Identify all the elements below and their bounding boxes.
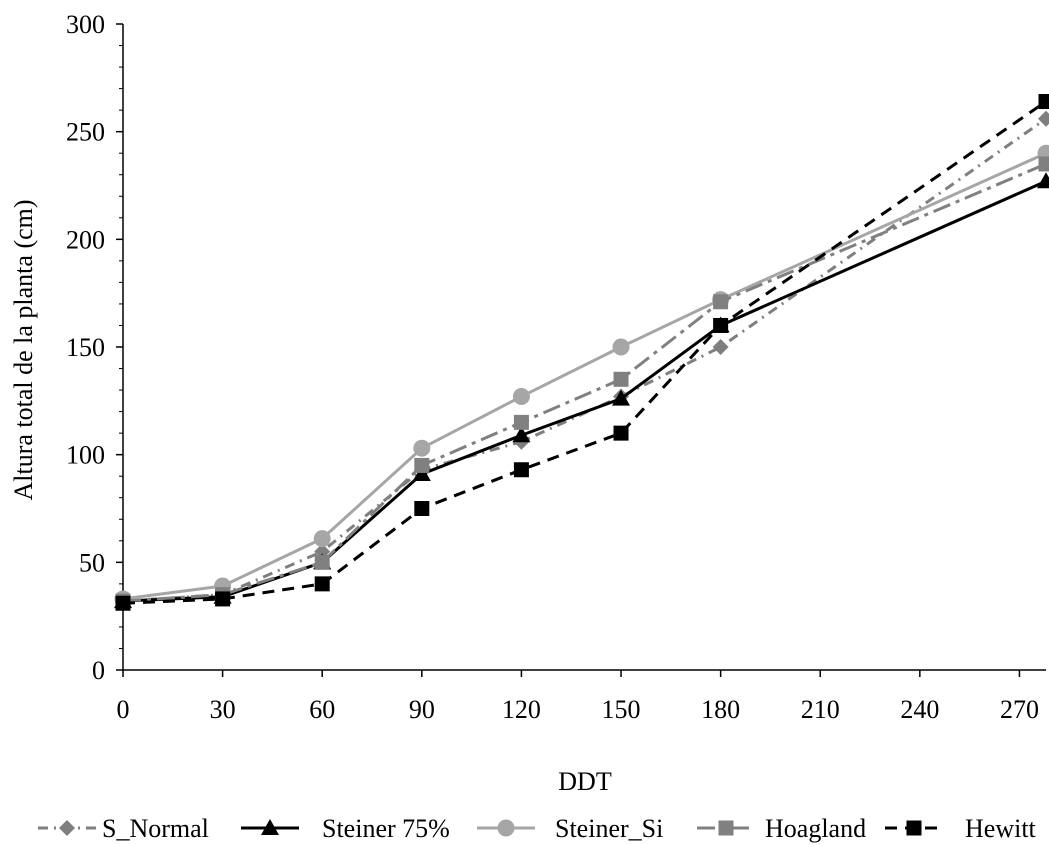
x-axis-title: DDT	[558, 767, 612, 796]
data-point	[712, 339, 729, 355]
y-tick-label: 250	[66, 118, 105, 147]
legend-marker	[718, 820, 734, 836]
data-point	[413, 439, 431, 457]
data-point	[412, 465, 431, 482]
legend-item: Hoagland	[697, 814, 866, 843]
data-point	[414, 457, 430, 473]
data-point	[512, 388, 530, 406]
data-point	[513, 414, 529, 430]
legend-marker	[906, 820, 922, 836]
y-tick-label: 150	[66, 333, 105, 362]
data-point	[613, 425, 629, 441]
x-tick-label: 210	[801, 695, 840, 724]
series-hoagland	[115, 156, 1049, 609]
data-point	[314, 576, 330, 592]
x-tick-label: 30	[210, 695, 236, 724]
legend: S_Normal Steiner 75% Steiner_Si Hoagland Hew…	[38, 814, 1037, 843]
legend-label: Hoagland	[765, 814, 866, 843]
y-axis: 0 50 100 150 200 250 300	[66, 10, 124, 685]
data-point	[713, 317, 729, 333]
data-point	[414, 501, 430, 516]
series-hewitt	[115, 94, 1049, 611]
data-point	[513, 462, 529, 478]
legend-marker	[261, 819, 279, 835]
x-tick-label: 150	[602, 695, 641, 724]
series-line	[122, 100, 1047, 605]
data-point	[1038, 156, 1049, 172]
data-point	[1038, 94, 1049, 110]
series-s-normal	[115, 110, 1049, 610]
y-tick-label: 300	[66, 10, 105, 39]
y-tick-label: 100	[66, 441, 105, 470]
data-point	[613, 371, 629, 387]
x-tick-label: 90	[409, 695, 435, 724]
legend-item: Steiner_Si	[477, 814, 663, 843]
x-tick-label: 60	[309, 695, 335, 724]
series-line	[122, 162, 1047, 603]
legend-label: Steiner 75%	[322, 814, 450, 843]
legend-marker	[59, 820, 75, 836]
data-point	[314, 554, 330, 570]
data-point	[612, 338, 630, 356]
series-group	[114, 94, 1049, 611]
x-tick-label: 270	[1000, 695, 1039, 724]
y-tick-label: 50	[79, 548, 105, 577]
data-point	[313, 530, 331, 548]
series-line	[122, 117, 1047, 603]
x-tick-label: 120	[502, 695, 541, 724]
data-point	[215, 591, 231, 607]
legend-label: Steiner_Si	[555, 814, 663, 843]
data-point	[1037, 172, 1049, 189]
data-point	[612, 389, 631, 406]
legend-item: S_Normal	[38, 814, 209, 843]
data-point	[115, 595, 131, 611]
y-axis-title: Altura total de la planta (cm)	[9, 199, 38, 500]
data-point	[512, 426, 531, 443]
y-tick-label: 0	[92, 656, 105, 685]
series-steiner-si	[114, 144, 1049, 608]
y-tick-label: 200	[66, 225, 105, 254]
x-tick-label: 0	[117, 695, 130, 724]
legend-item: Hewitt	[885, 814, 1037, 843]
data-point	[1038, 110, 1049, 127]
series-line	[122, 151, 1047, 601]
legend-label: S_Normal	[102, 814, 209, 843]
x-axis: 0 30 60 90 120 150 180 210 240 270	[117, 669, 1046, 724]
x-tick-label: 240	[900, 695, 939, 724]
legend-item: Steiner 75%	[241, 814, 450, 843]
legend-label: Hewitt	[965, 814, 1037, 843]
series-steiner-75-	[114, 172, 1049, 609]
data-point	[713, 294, 729, 310]
legend-marker	[497, 819, 515, 837]
x-tick-label: 180	[701, 695, 740, 724]
series-line	[122, 179, 1047, 603]
